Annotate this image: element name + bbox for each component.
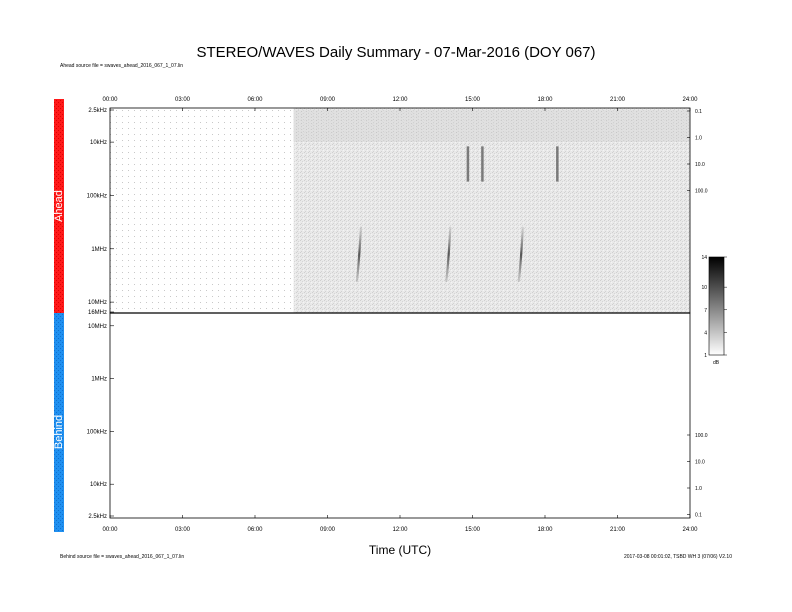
ahead-y-tick-label: 10MHz [88,300,107,306]
bottom-x-tick-label: 21:00 [610,527,626,533]
ahead-y-tick-label: 10kHz [90,140,107,146]
ahead-y-tick-label: 2.5kHz [88,108,107,114]
behind-plot-frame [109,312,691,519]
type-iii-burst [355,226,363,282]
top-x-tick-label: 21:00 [610,97,626,103]
bottom-x-tick-label: 15:00 [465,527,481,533]
top-x-tick-label: 24:00 [682,97,698,103]
ahead-y-tick-label: 100kHz [87,193,107,199]
colorbar-gradient [708,256,725,356]
top-x-tick-label: 00:00 [102,97,118,103]
colorbar-tick-label: 14 [701,255,707,261]
bottom-x-axis: 00:00 03:00 06:00 09:00 12:00 15:00 18:00 21:00… [102,515,698,533]
ahead-source-note: Ahead source file = swaves_ahead_2016_06… [60,63,184,69]
ahead-heatmap [110,108,690,313]
ahead-right-tick-label: 100.0 [695,189,708,195]
colorbar: 14 10 7 4 1 dB [701,255,727,366]
top-x-tick-label: 15:00 [465,97,481,103]
top-x-tick-label: 06:00 [247,97,263,103]
behind-side-bar [54,313,64,532]
behind-y-tick-label: 1MHz [91,377,107,383]
ahead-panel-label: Ahead [53,190,65,222]
colorbar-unit: dB [713,360,720,366]
behind-panel-label: Behind [53,415,65,449]
top-x-tick-label: 12:00 [392,97,408,103]
ahead-side-bar [54,99,64,313]
ahead-spectrogram-noise [293,108,690,313]
behind-y-axis: 10MHz 1MHz 100kHz 10kHz 2.5kHz [87,324,114,520]
behind-right-tick-label: 0.1 [695,513,702,519]
behind-right-tick-label: 10.0 [695,460,705,466]
colorbar-tick-label: 10 [701,285,707,291]
ahead-bursts [355,146,559,282]
top-x-tick-label: 03:00 [175,97,191,103]
behind-right-axis: 100.0 10.0 1.0 0.1 [687,433,708,519]
ahead-y-axis: 2.5kHz 10kHz 100kHz 1MHz 10MHz 16MHz [87,108,114,316]
type-iii-burst [445,226,452,282]
top-x-axis: 00:00 03:00 06:00 09:00 12:00 15:00 18:00 21:00… [102,97,698,111]
ahead-right-tick-label: 0.1 [695,109,702,115]
colorbar-tick-label: 7 [704,308,707,314]
bottom-x-tick-label: 06:00 [247,527,263,533]
behind-y-tick-label: 10kHz [90,482,107,488]
ahead-right-tick-label: 1.0 [695,136,702,142]
colorbar-tick-label: 4 [704,330,707,336]
type-iii-burst [517,226,524,282]
spike-burst [556,146,559,182]
behind-right-tick-label: 100.0 [695,433,708,439]
spike-burst [481,146,484,182]
bottom-x-tick-label: 12:00 [392,527,408,533]
ahead-right-tick-label: 10.0 [695,162,705,168]
x-axis-label: Time (UTC) [368,543,432,557]
top-x-tick-label: 09:00 [320,97,336,103]
behind-y-tick-label: 10MHz [88,324,107,330]
bottom-x-tick-label: 09:00 [320,527,336,533]
behind-y-tick-label: 2.5kHz [88,514,107,520]
footer-timestamp: 2017-03-08 00:01:02, TSBD WH 3 (07/06) V… [623,554,732,560]
behind-right-tick-label: 1.0 [695,486,702,492]
top-x-tick-label: 18:00 [537,97,553,103]
behind-source-note: Behind source file = swaves_ahead_2016_0… [60,554,185,560]
ahead-right-axis: 0.1 1.0 10.0 100.0 [687,109,708,195]
ahead-y-tick-label: 16MHz [88,310,107,316]
chart-title: STEREO/WAVES Daily Summary - 07-Mar-2016… [196,44,596,61]
bottom-x-tick-label: 00:00 [102,527,118,533]
bottom-x-tick-label: 03:00 [175,527,191,533]
colorbar-ticks: 14 10 7 4 1 [701,255,727,359]
bottom-x-tick-label: 24:00 [682,527,698,533]
colorbar-tick-label: 1 [704,353,707,359]
spike-burst [466,146,470,182]
bottom-x-tick-label: 18:00 [537,527,553,533]
ahead-y-tick-label: 1MHz [91,247,107,253]
ahead-spectrogram-noise-top [293,110,690,142]
behind-y-tick-label: 100kHz [87,429,107,435]
